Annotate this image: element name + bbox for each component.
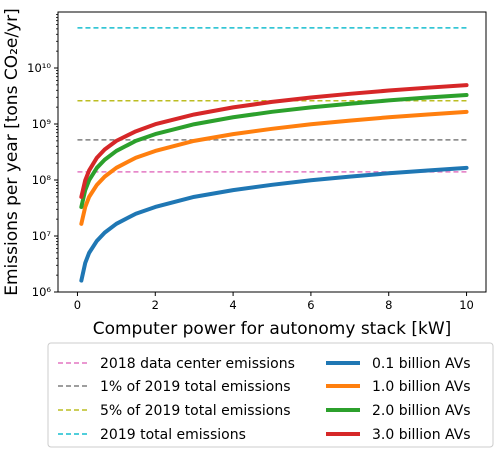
legend-label-series-1: 0.1 billion AVs — [372, 356, 471, 372]
x-axis-label: Computer power for autonomy stack [kW] — [93, 319, 452, 339]
legend-label-ref-1: 2018 data center emissions — [100, 356, 295, 372]
series-line-3 — [79, 92, 469, 209]
legend: 2018 data center emissions 1% of 2019 tot… — [47, 342, 494, 448]
x-tick-label: 0 — [74, 298, 81, 312]
series-line-2 — [79, 109, 469, 226]
legend-label-series-3: 2.0 billion AVs — [372, 403, 471, 419]
x-tick-label: 2 — [152, 298, 159, 312]
x-axis-ticks: 0 2 4 6 8 10 — [74, 292, 474, 312]
y-axis-ticks: 10⁶ 10⁷ 10⁸ 10⁹ 10¹⁰ — [27, 14, 58, 299]
y-tick-label: 10⁷ — [32, 229, 52, 243]
x-tick-label: 6 — [307, 298, 314, 312]
plot-lines — [77, 27, 469, 283]
plot-frame — [57, 11, 487, 293]
y-tick-label: 10⁹ — [32, 117, 52, 131]
legend-label-ref-3: 5% of 2019 total emissions — [100, 403, 291, 419]
series-line-4 — [79, 83, 469, 199]
legend-label-ref-2: 1% of 2019 total emissions — [100, 379, 291, 395]
legend-frame — [47, 342, 494, 448]
legend-label-ref-4: 2019 total emissions — [100, 427, 246, 443]
y-axis-label: Emissions per year [tons CO₂e/yr] — [2, 8, 22, 296]
y-tick-label: 10¹⁰ — [27, 61, 51, 75]
legend-label-series-2: 1.0 billion AVs — [372, 379, 471, 395]
y-tick-label: 10⁶ — [32, 285, 52, 299]
x-tick-label: 4 — [229, 298, 236, 312]
legend-items: 2018 data center emissions 1% of 2019 tot… — [58, 356, 471, 443]
x-tick-label: 8 — [385, 298, 392, 312]
series-line-1 — [79, 165, 469, 283]
y-tick-label: 10⁸ — [32, 173, 52, 187]
legend-label-series-4: 3.0 billion AVs — [372, 427, 471, 443]
x-tick-label: 10 — [459, 298, 474, 312]
